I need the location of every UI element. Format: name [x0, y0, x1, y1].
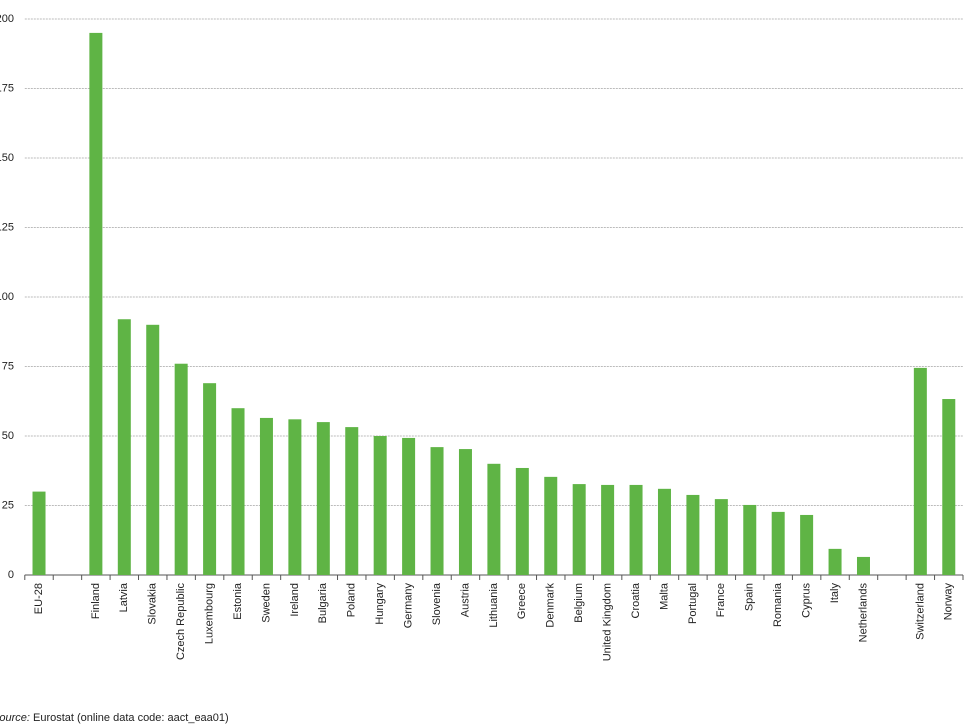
x-tick-label: Netherlands — [857, 583, 869, 643]
x-tick-label: Slovakia — [147, 582, 159, 624]
bar — [89, 32, 103, 575]
y-tick-label: 0 — [8, 569, 14, 581]
x-tick-label: Ireland — [289, 583, 301, 617]
bar — [629, 484, 643, 575]
x-tick-label: Cyprus — [801, 583, 813, 618]
bar — [856, 556, 870, 575]
bar — [771, 511, 785, 575]
bar — [515, 467, 529, 575]
x-tick-label: Hungary — [374, 583, 386, 625]
x-tick-label: Norway — [943, 583, 955, 621]
bar — [601, 484, 615, 575]
x-tick-label: Croatia — [630, 582, 642, 618]
y-tick-label: 75 — [2, 360, 14, 372]
bar — [146, 324, 160, 575]
bar — [942, 399, 956, 575]
x-tick-label: Belgium — [573, 583, 585, 623]
x-tick-label: Sweden — [260, 583, 272, 623]
source-label: Source: — [0, 712, 30, 724]
y-tick-label: 200 — [0, 13, 14, 25]
x-tick-label: Germany — [403, 583, 415, 629]
y-tick-label: 175 — [0, 82, 14, 94]
bar — [316, 422, 330, 575]
bar — [544, 476, 558, 575]
x-tick-label: Malta — [658, 582, 670, 610]
x-tick-label: Lithuania — [488, 582, 500, 628]
bar — [572, 484, 586, 575]
y-tick-label: 100 — [0, 291, 14, 303]
bar — [373, 436, 387, 575]
bar — [174, 363, 188, 575]
x-tick-label: Denmark — [545, 583, 557, 628]
bar — [686, 494, 700, 575]
bar — [913, 367, 927, 575]
bar — [458, 449, 472, 575]
bar — [657, 488, 671, 575]
x-tick-label: Estonia — [232, 582, 244, 620]
bar — [259, 417, 273, 575]
bar — [487, 463, 501, 575]
bar — [743, 504, 757, 575]
bar — [430, 447, 444, 575]
x-tick-label: Spain — [744, 583, 756, 611]
x-tick-label: Romania — [772, 582, 784, 627]
x-tick-label: Czech Republic — [175, 583, 187, 661]
bar — [203, 383, 217, 575]
x-tick-label: Switzerland — [914, 583, 926, 640]
source: Eurostat (online data code: aact_eaa01) — [33, 712, 229, 724]
y-tick-label: 150 — [0, 152, 14, 164]
y-tick-label: 125 — [0, 221, 14, 233]
x-tick-label: France — [715, 583, 727, 617]
x-tick-label: Latvia — [118, 582, 130, 612]
bar — [117, 319, 131, 575]
bar — [828, 548, 842, 575]
bar — [714, 499, 728, 575]
y-tick-label: 50 — [2, 430, 14, 442]
x-tick-label: Portugal — [687, 583, 699, 624]
x-tick-label: United Kingdom — [602, 583, 614, 661]
x-tick-label: EU-28 — [33, 583, 45, 614]
x-tick-label: Poland — [346, 583, 358, 617]
bar — [288, 419, 302, 575]
bar — [345, 427, 359, 575]
x-tick-label: Slovenia — [431, 582, 443, 625]
x-tick-label: Bulgaria — [317, 582, 329, 623]
x-tick-label: Austria — [459, 582, 471, 617]
bar — [32, 491, 46, 575]
x-tick-label: Greece — [516, 583, 528, 619]
x-tick-label: Italy — [829, 583, 841, 604]
bar — [800, 514, 814, 575]
x-tick-label: Luxembourg — [204, 583, 216, 644]
x-tick-label: Finland — [90, 583, 102, 619]
bar — [231, 408, 245, 575]
bar — [402, 437, 416, 575]
y-tick-label: 25 — [2, 499, 14, 511]
